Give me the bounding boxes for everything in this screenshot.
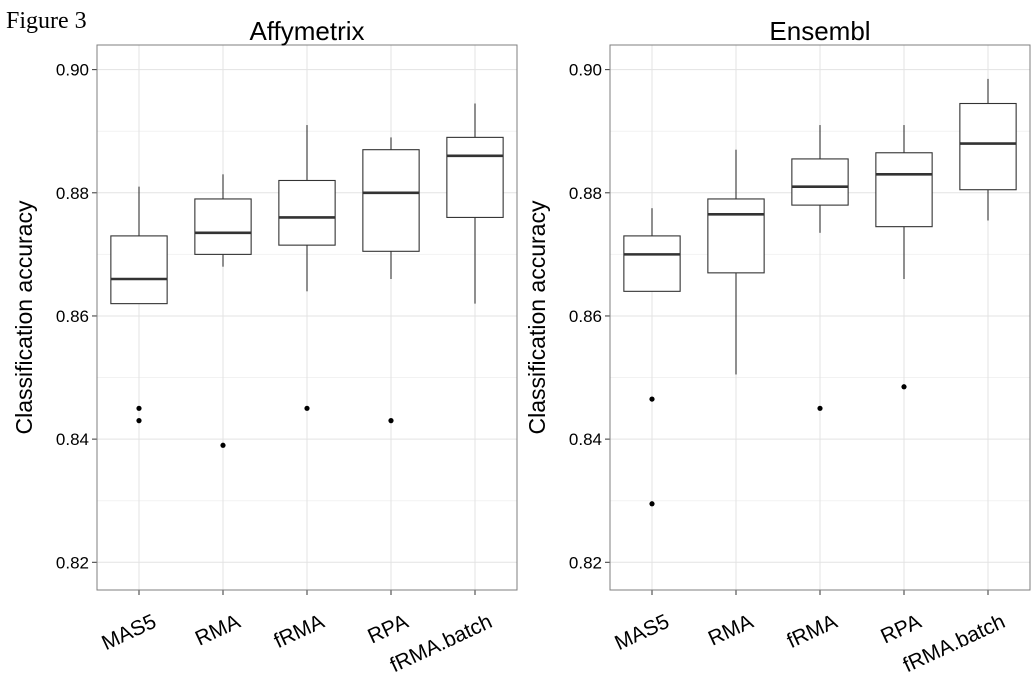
box-iqr (623, 235, 681, 292)
box-rpa (875, 125, 933, 390)
box-iqr (791, 158, 849, 206)
box-iqr (278, 179, 336, 246)
box-iqr (959, 102, 1017, 191)
outlier-point (388, 418, 394, 424)
x-tick-label: RMA (705, 610, 757, 651)
outlier-point (136, 418, 142, 424)
x-tick-label: RMA (192, 610, 244, 651)
panel-title: Ensembl (769, 16, 870, 46)
x-tick-label: MAS5 (98, 610, 160, 655)
y-tick-label: 0.84 (56, 430, 89, 449)
outlier-point (304, 405, 310, 411)
outlier-point (220, 442, 226, 448)
y-tick-label: 0.82 (56, 553, 89, 572)
panel-title: Affymetrix (249, 16, 364, 46)
box-rma (707, 149, 765, 375)
y-tick-label: 0.84 (569, 430, 602, 449)
y-tick-label: 0.90 (569, 61, 602, 80)
y-axis-label: Classification accuracy (524, 200, 550, 434)
box-mas5 (110, 186, 168, 424)
box-frma (791, 125, 849, 411)
box-iqr (110, 235, 168, 305)
x-tick-label: fRMA (783, 610, 840, 653)
box-iqr (446, 136, 504, 218)
outlier-point (136, 405, 142, 411)
y-tick-label: 0.82 (569, 553, 602, 572)
y-tick-label: 0.88 (569, 184, 602, 203)
box-rma (194, 174, 252, 448)
box-iqr (875, 152, 933, 228)
box-mas5 (623, 208, 681, 507)
box-iqr (707, 198, 765, 274)
outlier-point (649, 501, 655, 507)
y-axis-label: Classification accuracy (11, 200, 37, 434)
plot-border (609, 44, 1031, 591)
outlier-point (817, 405, 823, 411)
y-tick-label: 0.88 (56, 184, 89, 203)
box-frma-batch (959, 78, 1017, 221)
x-tick-label: RPA (877, 610, 924, 648)
y-tick-label: 0.86 (569, 307, 602, 326)
outlier-point (649, 396, 655, 402)
figure-label: Figure 3 (6, 8, 87, 34)
box-iqr (194, 198, 252, 255)
box-rpa (362, 137, 420, 424)
outlier-point (901, 384, 907, 390)
y-tick-label: 0.90 (56, 61, 89, 80)
box-frma-batch (446, 103, 504, 304)
box-iqr (362, 149, 420, 252)
x-tick-label: fRMA (270, 610, 327, 653)
box-frma (278, 125, 336, 411)
y-tick-label: 0.86 (56, 307, 89, 326)
x-tick-label: MAS5 (611, 610, 673, 655)
plot-border (96, 44, 518, 591)
x-tick-label: RPA (364, 610, 411, 648)
